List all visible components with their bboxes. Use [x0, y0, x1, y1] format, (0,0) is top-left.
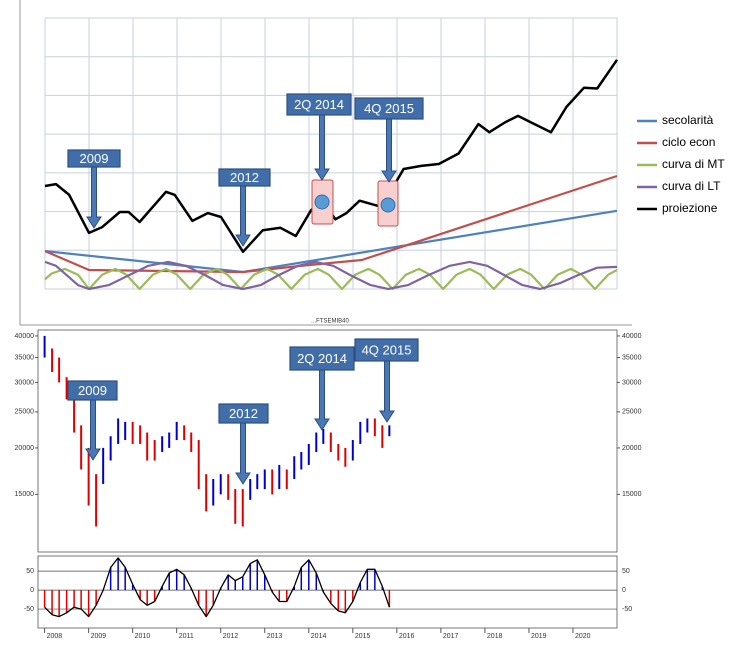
series-line — [44, 260, 618, 291]
legend-label: secolarità — [662, 113, 714, 127]
annotation-box — [289, 346, 355, 371]
price-panel — [37, 329, 618, 553]
y-tick-label: 30000 — [622, 379, 642, 386]
y-tick-label: -50 — [24, 606, 34, 613]
annotation-label: 2009 — [78, 383, 107, 398]
arrow — [235, 185, 251, 247]
marker — [380, 197, 396, 213]
y-tick-label: 15000 — [622, 491, 642, 498]
arrow — [314, 369, 330, 431]
y-tick-label: 25000 — [622, 409, 642, 416]
marker — [314, 194, 330, 210]
annotation-box — [218, 168, 271, 187]
arrow — [314, 114, 330, 181]
x-tick-label: 2010 — [135, 633, 151, 640]
x-tick-label: 2011 — [179, 633, 194, 640]
y-tick-label: 35000 — [15, 354, 35, 361]
annotation-label: 2012 — [230, 170, 259, 185]
series-line — [44, 174, 618, 274]
annotation-label: 4Q 2015 — [364, 101, 414, 116]
x-tick-label: 2008 — [47, 633, 63, 640]
top-frame — [19, 0, 632, 326]
annotation-label: 2009 — [80, 151, 109, 166]
annotation-box — [354, 338, 419, 362]
annotation-box — [286, 93, 352, 116]
legend-label: curva di LT — [662, 179, 721, 193]
annotation-label: 2Q 2014 — [294, 97, 344, 112]
y-tick-label: 50 — [26, 568, 34, 575]
annotation-label: 2012 — [229, 406, 258, 421]
annotation-box — [218, 403, 269, 424]
arrow — [381, 118, 397, 183]
x-tick-label: 2009 — [91, 633, 107, 640]
annotation-box — [67, 380, 118, 401]
x-tick-label: 2018 — [487, 633, 503, 640]
arrow — [85, 399, 101, 461]
series-line — [44, 267, 618, 291]
indicator-panel — [37, 555, 618, 629]
y-tick-label: 20000 — [15, 445, 35, 452]
y-tick-label: 15000 — [15, 491, 35, 498]
x-tick-label: 2016 — [399, 633, 415, 640]
annotation: 2012 — [218, 168, 271, 247]
y-tick-label: 35000 — [622, 354, 642, 361]
y-tick-label: -50 — [622, 606, 632, 613]
annotation: 2Q 2014 — [286, 93, 352, 181]
x-tick-label: 2013 — [267, 633, 283, 640]
y-tick-label: 40000 — [15, 333, 35, 340]
arrow — [379, 360, 395, 423]
y-tick-label: 0 — [30, 587, 34, 594]
arrow — [86, 166, 102, 229]
arrow — [235, 422, 251, 485]
indicator-line — [44, 557, 391, 618]
annotation: 4Q 2015 — [354, 97, 424, 183]
y-tick-label: 30000 — [15, 379, 35, 386]
legend: secolarità ciclo econ curva di MT curva di … — [637, 113, 725, 215]
x-tick-label: 2014 — [311, 633, 327, 640]
legend-label: curva di MT — [662, 157, 725, 171]
annotation: 4Q 2015 — [354, 338, 419, 423]
legend-label: ciclo econ — [662, 135, 715, 149]
y-tick-label: 25000 — [15, 409, 35, 416]
y-tick-label: 0 — [622, 587, 626, 594]
x-tick-label: 2020 — [575, 633, 591, 640]
legend-label: proiezione — [662, 201, 718, 215]
y-tick-label: 40000 — [622, 333, 642, 340]
annotation-label: 2Q 2014 — [297, 351, 347, 366]
x-tick-label: 2012 — [223, 633, 239, 640]
y-tick-label: 20000 — [622, 445, 642, 452]
annotation: 2Q 2014 — [289, 346, 355, 431]
bottom-plot: 15000 15000 20000 20000 25000 25000 30000 30000… — [15, 333, 642, 640]
annotation: 2009 — [67, 380, 118, 461]
x-tick-label: 2017 — [443, 633, 459, 640]
x-tick-label: 2019 — [531, 633, 547, 640]
y-tick-label: 50 — [622, 568, 630, 575]
annotation-box — [354, 97, 424, 120]
annotation-label: 4Q 2015 — [362, 342, 412, 357]
annotation-box — [67, 149, 121, 168]
annotation: 2012 — [218, 403, 269, 485]
x-tick-label: 2015 — [355, 633, 371, 640]
chart-title: ...FTSEMIB40 — [311, 319, 349, 325]
annotations: 2009 2012 2Q 2014 4Q 2015 2009 2012 2Q 2014 4Q … — [67, 93, 424, 485]
annotation: 2009 — [67, 149, 121, 229]
